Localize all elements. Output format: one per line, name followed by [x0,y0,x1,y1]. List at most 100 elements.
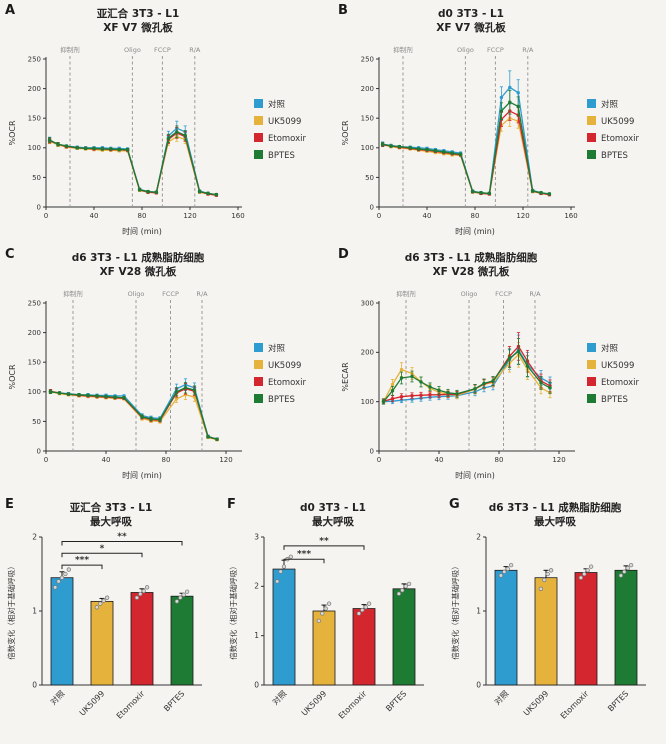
panel-letter-F: F [227,497,236,512]
svg-text:Etomoxir: Etomoxir [601,134,640,144]
svg-text:R/A: R/A [189,46,201,54]
svg-text:对照: 对照 [601,343,619,354]
panel-B: B d0 3T3 - L1 XF V7 微孔板 0 50 100 150 200 250 0… [333,0,666,244]
panel-A-title: 亚汇合 3T3 - L1 XF V7 微孔板 [0,0,276,35]
panel-F: F d0 3T3 - L1 最大呼吸 0 1 2 3 对照 UK5099 Etomoxir B… [222,494,444,744]
svg-text:FCCP: FCCP [162,290,179,298]
svg-text:*: * [100,544,105,554]
svg-text:Oligo: Oligo [128,290,145,298]
panel-B-title: d0 3T3 - L1 XF V7 微孔板 [333,0,609,35]
panel-E-title: 亚汇合 3T3 - L1 最大呼吸 [0,494,222,529]
svg-text:150: 150 [28,115,41,123]
svg-text:BPTES: BPTES [601,395,628,405]
svg-text:0: 0 [37,448,41,456]
svg-text:时间 (min): 时间 (min) [122,226,162,236]
svg-text:时间 (min): 时间 (min) [122,470,162,480]
max-respiration-bar-chart-G: 0 1 2 对照 UK5099 Etomoxir BPTES 倍数变化（相对于基础呼吸） [448,529,666,744]
svg-text:120: 120 [219,456,232,464]
svg-text:2: 2 [476,533,481,542]
max-respiration-bar-chart-E: 0 1 2 对照 UK5099 Etomoxir BPTES *** * ** 倍数变化（相对于基础… [4,529,222,744]
svg-text:时间 (min): 时间 (min) [455,226,495,236]
svg-text:160: 160 [231,212,244,220]
svg-text:**: ** [319,537,329,547]
svg-text:UK5099: UK5099 [268,361,301,371]
svg-text:***: *** [297,550,311,560]
panel-C: C d6 3T3 - L1 成熟脂肪细胞 XF V28 微孔板 0 50 100 15… [0,244,333,494]
panel-letter-G: G [449,497,460,512]
svg-text:50: 50 [365,174,374,182]
panel-F-title-line1: d0 3T3 - L1 [300,502,366,514]
svg-text:倍数变化（相对于基础呼吸）: 倍数变化（相对于基础呼吸） [228,563,238,661]
svg-text:UK5099: UK5099 [601,361,634,371]
panel-C-title-line2: XF V28 微孔板 [99,266,177,279]
svg-text:Etomoxir: Etomoxir [559,689,591,721]
max-respiration-bar-chart-F: 0 1 2 3 对照 UK5099 Etomoxir BPTES *** ** 倍数变化（相对于基础… [226,529,444,744]
panel-B-title-line2: XF V7 微孔板 [436,22,506,35]
svg-text:0: 0 [370,204,374,212]
svg-text:250: 250 [28,56,41,64]
svg-text:0: 0 [44,456,48,464]
svg-text:BPTES: BPTES [601,151,628,161]
svg-text:对照: 对照 [268,99,286,110]
panel-D-title: d6 3T3 - L1 成熟脂肪细胞 XF V28 微孔板 [333,244,609,279]
row-1: A 亚汇合 3T3 - L1 XF V7 微孔板 0 50 100 150 200 250… [0,0,666,244]
svg-text:UK5099: UK5099 [78,689,107,718]
svg-text:抑制剂: 抑制剂 [60,45,80,54]
svg-text:80: 80 [495,456,504,464]
svg-text:3: 3 [254,533,259,542]
svg-text:150: 150 [28,359,41,367]
svg-text:BPTES: BPTES [162,689,186,713]
svg-text:200: 200 [361,349,374,357]
svg-text:0: 0 [370,448,374,456]
ocr-line-chart-C: 0 50 100 150 200 250 0 40 80 120 抑制剂 Oligo FCCP R/A 对照… [4,279,333,485]
svg-text:抑制剂: 抑制剂 [393,45,413,54]
svg-text:FCCP: FCCP [495,290,512,298]
ecar-line-chart-D: 0 100 200 300 0 40 80 120 抑制剂 Oligo FCCP R/A 对照 UK509… [337,279,666,485]
ocr-line-chart-A: 0 50 100 150 200 250 0 40 80 120 160 抑制剂 Oligo FCCP R/… [4,35,333,241]
svg-text:倍数变化（相对于基础呼吸）: 倍数变化（相对于基础呼吸） [6,563,16,661]
svg-text:120: 120 [552,456,565,464]
svg-text:40: 40 [423,212,432,220]
svg-text:1: 1 [32,607,37,616]
row-3: E 亚汇合 3T3 - L1 最大呼吸 0 1 2 对照 UK5099 Etomoxir B… [0,494,666,744]
svg-text:0: 0 [37,204,41,212]
svg-text:倍数变化（相对于基础呼吸）: 倍数变化（相对于基础呼吸） [450,563,460,661]
svg-text:**: ** [117,532,127,542]
svg-text:160: 160 [564,212,577,220]
svg-text:250: 250 [361,56,374,64]
svg-text:200: 200 [28,85,41,93]
svg-text:100: 100 [361,398,374,406]
svg-text:%ECAR: %ECAR [341,362,350,392]
panel-letter-A: A [5,3,16,18]
panel-F-title: d0 3T3 - L1 最大呼吸 [222,494,444,529]
svg-text:Etomoxir: Etomoxir [601,378,640,388]
svg-text:对照: 对照 [268,343,286,354]
svg-text:1: 1 [476,607,481,616]
svg-text:200: 200 [28,329,41,337]
panel-A-title-line2: XF V7 微孔板 [103,22,173,35]
svg-text:对照: 对照 [48,689,66,707]
svg-text:Oligo: Oligo [461,290,478,298]
row-2: C d6 3T3 - L1 成熟脂肪细胞 XF V28 微孔板 0 50 100 15… [0,244,666,494]
svg-text:%OCR: %OCR [341,120,350,145]
svg-text:抑制剂: 抑制剂 [63,289,83,298]
svg-text:300: 300 [361,300,374,308]
svg-text:120: 120 [183,212,196,220]
svg-text:Etomoxir: Etomoxir [337,689,369,721]
panel-F-title-line2: 最大呼吸 [312,516,354,529]
panel-A: A 亚汇合 3T3 - L1 XF V7 微孔板 0 50 100 150 200 250… [0,0,333,244]
svg-text:BPTES: BPTES [268,151,295,161]
panel-letter-C: C [5,247,15,262]
svg-text:Etomoxir: Etomoxir [268,378,307,388]
svg-text:对照: 对照 [601,99,619,110]
svg-text:Etomoxir: Etomoxir [115,689,147,721]
panel-G: G d6 3T3 - L1 成熟脂肪细胞 最大呼吸 0 1 2 对照 UK5099 Eto… [444,494,666,744]
svg-text:0: 0 [44,212,48,220]
svg-text:80: 80 [471,212,480,220]
panel-B-title-line1: d0 3T3 - L1 [438,8,504,20]
svg-text:2: 2 [32,533,37,542]
svg-text:UK5099: UK5099 [601,117,634,127]
svg-text:80: 80 [162,456,171,464]
panel-letter-D: D [338,247,349,262]
svg-text:FCCP: FCCP [154,46,171,54]
